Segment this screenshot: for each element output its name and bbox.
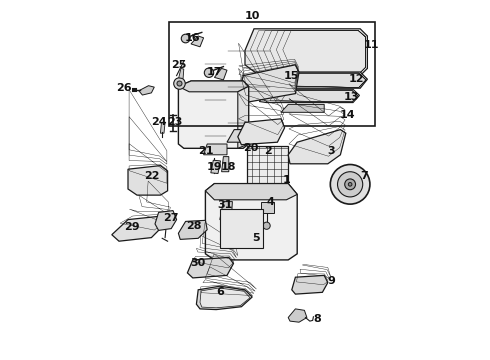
Text: 20: 20 [243, 143, 258, 153]
Text: 3: 3 [328, 146, 335, 156]
Circle shape [330, 165, 370, 204]
Text: 7: 7 [360, 171, 368, 181]
Circle shape [263, 222, 270, 229]
Text: 15: 15 [284, 71, 299, 81]
Polygon shape [252, 72, 368, 88]
Polygon shape [200, 288, 250, 308]
Bar [170, 22, 374, 126]
Polygon shape [259, 89, 360, 103]
Text: 8: 8 [313, 314, 321, 324]
Text: 30: 30 [191, 258, 206, 268]
Polygon shape [128, 166, 168, 195]
Text: 18: 18 [221, 162, 237, 172]
Circle shape [181, 34, 190, 43]
Polygon shape [220, 202, 232, 220]
Text: 28: 28 [186, 221, 201, 231]
Text: 31: 31 [218, 200, 233, 210]
Text: 13: 13 [343, 92, 359, 102]
Bar [247, 146, 288, 198]
Circle shape [249, 237, 255, 243]
Circle shape [338, 172, 363, 197]
Polygon shape [196, 286, 252, 310]
Text: 4: 4 [266, 197, 274, 207]
Text: 14: 14 [340, 110, 355, 120]
Polygon shape [261, 202, 274, 213]
Text: 6: 6 [216, 287, 224, 297]
Circle shape [204, 68, 214, 77]
Polygon shape [160, 122, 165, 133]
Polygon shape [238, 65, 299, 103]
Text: 26: 26 [117, 83, 132, 93]
Circle shape [177, 81, 182, 86]
Text: 22: 22 [144, 171, 159, 181]
Text: 11: 11 [363, 40, 379, 50]
Bar [220, 209, 263, 248]
Circle shape [345, 179, 356, 190]
Polygon shape [204, 144, 227, 155]
Text: 5: 5 [252, 233, 260, 243]
Circle shape [174, 78, 185, 89]
Polygon shape [112, 216, 164, 241]
Text: 2: 2 [265, 146, 272, 156]
Polygon shape [221, 157, 229, 172]
Polygon shape [191, 36, 204, 47]
Polygon shape [288, 309, 307, 322]
Polygon shape [179, 68, 184, 78]
Text: 29: 29 [124, 222, 140, 232]
Text: 24: 24 [151, 117, 167, 127]
Polygon shape [178, 81, 248, 92]
Polygon shape [187, 257, 233, 278]
Circle shape [348, 183, 352, 186]
Text: 17: 17 [207, 67, 222, 77]
Polygon shape [139, 86, 154, 95]
Polygon shape [178, 81, 248, 148]
Text: 21: 21 [197, 146, 213, 156]
Polygon shape [281, 104, 324, 112]
Text: 27: 27 [164, 213, 179, 223]
Polygon shape [238, 119, 285, 145]
Circle shape [257, 231, 262, 236]
Polygon shape [227, 130, 272, 142]
Text: 1: 1 [283, 175, 290, 185]
Polygon shape [238, 86, 248, 148]
Text: 9: 9 [327, 276, 335, 286]
Text: 16: 16 [185, 33, 200, 43]
Polygon shape [205, 184, 297, 200]
Text: 12: 12 [349, 74, 365, 84]
Polygon shape [205, 184, 297, 260]
Text: 19: 19 [207, 162, 222, 172]
Polygon shape [292, 275, 328, 294]
Text: 10: 10 [245, 11, 260, 21]
Polygon shape [288, 130, 346, 164]
Polygon shape [155, 211, 176, 230]
Polygon shape [178, 220, 207, 239]
Polygon shape [211, 160, 220, 174]
Text: 23: 23 [167, 117, 182, 127]
Text: 25: 25 [171, 60, 186, 70]
Polygon shape [215, 68, 227, 80]
Polygon shape [245, 29, 368, 76]
